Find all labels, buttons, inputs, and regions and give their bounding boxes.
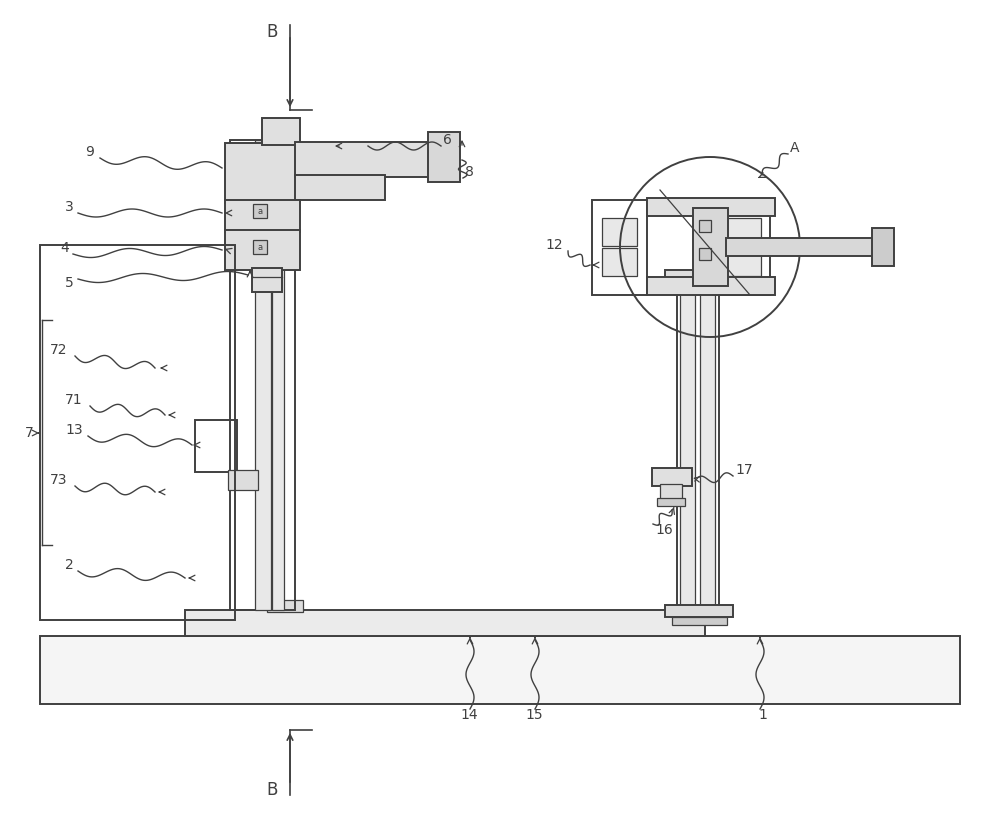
Bar	[40, 636, 960, 704]
Bar	[657, 498, 685, 506]
Bar	[428, 132, 460, 182]
Text: 2: 2	[65, 558, 74, 572]
Text: 72: 72	[50, 343, 68, 357]
Bar	[252, 268, 282, 292]
Bar	[225, 230, 300, 270]
Bar	[228, 470, 258, 490]
Text: a: a	[257, 206, 263, 215]
Bar	[726, 238, 874, 256]
Bar	[660, 484, 682, 500]
Text: B: B	[266, 781, 278, 799]
Bar	[253, 240, 267, 254]
Text: 1: 1	[758, 708, 767, 722]
Bar	[262, 118, 300, 145]
Bar	[602, 248, 637, 276]
Text: 3: 3	[65, 200, 74, 214]
Bar	[700, 280, 715, 610]
Text: 8: 8	[465, 165, 474, 179]
Bar	[665, 270, 733, 282]
Text: 12: 12	[545, 238, 563, 252]
Text: 13: 13	[65, 423, 83, 437]
Bar	[672, 617, 727, 625]
Bar	[665, 605, 733, 617]
Text: 4: 4	[60, 241, 69, 255]
Bar	[592, 200, 647, 295]
Text: 5: 5	[65, 276, 74, 290]
Text: 16: 16	[655, 523, 673, 537]
Bar	[225, 143, 300, 203]
Bar	[295, 175, 385, 200]
Bar	[267, 600, 303, 612]
Text: 7: 7	[25, 426, 34, 440]
Text: B: B	[266, 23, 278, 41]
Bar	[680, 280, 695, 610]
Text: A: A	[790, 141, 800, 155]
Text: 9: 9	[85, 145, 94, 159]
Bar	[726, 218, 761, 246]
Bar	[272, 140, 284, 610]
Bar	[225, 200, 300, 232]
Bar	[253, 204, 267, 218]
Bar	[693, 208, 728, 286]
Bar	[699, 248, 711, 260]
Bar	[295, 142, 430, 177]
Bar	[647, 198, 775, 216]
Bar	[652, 468, 692, 486]
Text: 15: 15	[525, 708, 543, 722]
Bar	[720, 200, 770, 295]
Text: 17: 17	[735, 463, 753, 477]
Bar	[726, 248, 761, 276]
Bar	[255, 140, 271, 610]
Bar	[872, 228, 894, 266]
Bar	[602, 218, 637, 246]
Text: a: a	[257, 242, 263, 252]
Bar	[699, 220, 711, 232]
Bar	[40, 245, 235, 620]
Bar	[230, 140, 295, 610]
Bar	[647, 277, 775, 295]
Text: 71: 71	[65, 393, 83, 407]
Text: 73: 73	[50, 473, 68, 487]
Text: 14: 14	[460, 708, 478, 722]
Bar	[677, 280, 719, 610]
Bar	[185, 610, 705, 636]
Text: 6: 6	[443, 133, 452, 147]
Bar	[195, 420, 237, 472]
